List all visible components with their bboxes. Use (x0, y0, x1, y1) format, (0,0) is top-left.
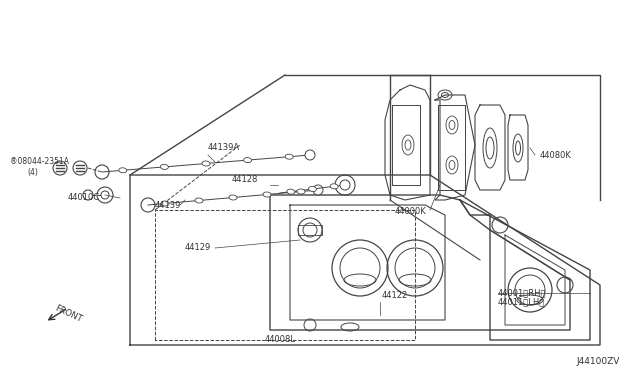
Ellipse shape (287, 189, 295, 194)
Text: 44080K: 44080K (540, 151, 572, 160)
Ellipse shape (263, 192, 271, 197)
Text: 44001〈RH〉: 44001〈RH〉 (498, 289, 547, 298)
Text: 44139: 44139 (155, 201, 181, 209)
Circle shape (313, 185, 323, 195)
Text: 44008L: 44008L (264, 336, 296, 344)
Ellipse shape (308, 186, 317, 192)
Text: ®08044-2351A: ®08044-2351A (10, 157, 69, 167)
Ellipse shape (297, 189, 305, 194)
Ellipse shape (330, 184, 338, 189)
Text: 44122: 44122 (382, 291, 408, 299)
Ellipse shape (195, 198, 203, 203)
Ellipse shape (161, 201, 169, 206)
Text: FRONT: FRONT (53, 304, 83, 324)
Ellipse shape (285, 154, 293, 159)
Ellipse shape (119, 168, 127, 173)
Ellipse shape (244, 158, 252, 163)
Circle shape (305, 150, 315, 160)
Circle shape (340, 180, 350, 190)
Text: 44000K: 44000K (395, 208, 427, 217)
Text: 44011〈LH〉: 44011〈LH〉 (498, 298, 545, 307)
Text: 44128: 44128 (232, 176, 259, 185)
Text: 44010C: 44010C (68, 193, 100, 202)
Ellipse shape (229, 195, 237, 200)
Text: (4): (4) (27, 167, 38, 176)
Text: 44139A: 44139A (208, 144, 240, 153)
Text: 44129: 44129 (185, 244, 211, 253)
Ellipse shape (161, 164, 168, 169)
Bar (298, 225, 322, 235)
Ellipse shape (202, 161, 210, 166)
Text: J44100ZV: J44100ZV (577, 357, 620, 366)
